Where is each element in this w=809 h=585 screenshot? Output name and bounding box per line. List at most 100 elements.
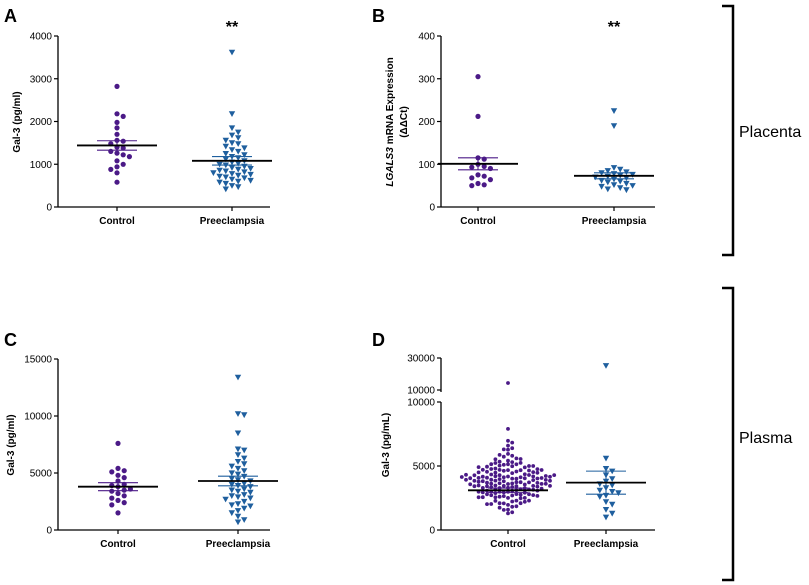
data-point-2-1-1 bbox=[234, 411, 242, 417]
data-point-3-0-24 bbox=[510, 464, 515, 469]
data-point-0-1-9 bbox=[222, 143, 229, 150]
data-point-3-0-130 bbox=[543, 478, 548, 482]
data-point-2-1-40 bbox=[241, 517, 248, 523]
x-tick-label-1-1: Preeclampsia bbox=[582, 216, 647, 227]
data-point-3-0-139 bbox=[531, 474, 536, 479]
data-point-3-0-100 bbox=[535, 476, 540, 481]
data-point-3-0-87 bbox=[497, 453, 502, 457]
data-point-3-0-92 bbox=[531, 464, 536, 468]
y-tick-label-3-up-1: 30000 bbox=[407, 354, 435, 365]
data-point-3-0-78 bbox=[493, 478, 498, 483]
data-point-3-0-70 bbox=[522, 482, 527, 487]
data-point-2-0-2 bbox=[121, 468, 127, 474]
data-point-3-0-15 bbox=[497, 473, 502, 478]
data-point-0-0-17 bbox=[114, 164, 120, 170]
data-point-3-0-76 bbox=[501, 508, 506, 512]
data-point-3-0-27 bbox=[510, 499, 515, 504]
data-point-2-1-16 bbox=[228, 476, 235, 482]
panel-letter-a: A bbox=[4, 6, 17, 26]
data-point-2-1-30 bbox=[247, 495, 254, 502]
data-point-1-0-6 bbox=[469, 164, 475, 170]
data-point-0-0-10 bbox=[120, 145, 126, 151]
y-axis-label-a: Gal-3 (pg/ml) bbox=[12, 91, 23, 152]
data-point-1-1-3 bbox=[617, 166, 624, 173]
data-point-0-0-12 bbox=[114, 150, 120, 156]
data-point-3-0-14 bbox=[493, 483, 498, 488]
data-point-1-0-3 bbox=[481, 156, 487, 162]
data-point-0-1-31 bbox=[228, 171, 236, 177]
data-point-1-0-9 bbox=[481, 173, 487, 179]
data-point-3-1-15 bbox=[602, 499, 610, 505]
data-point-0-0-11 bbox=[108, 148, 114, 154]
data-point-0-1-38 bbox=[247, 177, 254, 184]
data-point-3-0-41 bbox=[510, 493, 515, 498]
data-point-2-1-28 bbox=[228, 493, 235, 499]
data-point-3-0-77 bbox=[527, 468, 531, 473]
data-point-3-0-145 bbox=[543, 474, 548, 478]
data-point-2-1-9 bbox=[241, 461, 248, 468]
data-point-3-0-85 bbox=[514, 456, 519, 461]
data-point-3-0-126 bbox=[476, 465, 481, 469]
y-axis-label-d: Gal-3 (pg/mL) bbox=[381, 413, 392, 477]
data-point-1-1-20 bbox=[598, 183, 605, 190]
data-point-3-0-120 bbox=[518, 496, 523, 501]
data-point-0-1-20 bbox=[235, 160, 242, 167]
data-point-2-0-3 bbox=[109, 469, 115, 475]
data-point-3-0-3 bbox=[510, 476, 515, 481]
data-point-0-1-27 bbox=[216, 167, 223, 174]
data-point-3-0-36 bbox=[518, 468, 523, 473]
data-point-3-0-60 bbox=[522, 476, 527, 481]
data-point-3-0-18 bbox=[506, 503, 510, 507]
data-point-3-1-10 bbox=[596, 487, 603, 494]
data-point-0-0-19 bbox=[114, 170, 120, 176]
data-point-1-1-1 bbox=[610, 123, 618, 129]
data-point-2-1-4 bbox=[234, 446, 242, 453]
data-point-3-1-8 bbox=[609, 482, 616, 489]
data-point-0-1-37 bbox=[228, 176, 236, 183]
significance-a: ** bbox=[226, 19, 239, 36]
significance-b: ** bbox=[608, 19, 621, 36]
data-point-3-0-79 bbox=[497, 501, 502, 506]
data-point-3-0-149 bbox=[464, 477, 468, 482]
data-point-3-0-54 bbox=[493, 470, 498, 475]
data-point-0-0-14 bbox=[126, 154, 132, 160]
data-point-0-1-0 bbox=[228, 49, 236, 56]
y-tick-label-3-up-0: 10000 bbox=[407, 386, 435, 397]
data-point-3-0-108 bbox=[485, 492, 489, 497]
data-point-1-1-4 bbox=[604, 168, 611, 174]
data-point-3-0-33 bbox=[501, 479, 506, 484]
data-point-3-0-65 bbox=[489, 467, 494, 471]
data-point-3-0-8 bbox=[501, 475, 506, 480]
data-point-1-1-23 bbox=[623, 187, 630, 194]
data-point-0-1-2 bbox=[228, 125, 236, 132]
data-point-0-1-29 bbox=[241, 169, 248, 176]
data-point-3-0-51 bbox=[518, 492, 523, 497]
data-point-3-0-134 bbox=[472, 484, 477, 489]
data-point-0-1-42 bbox=[228, 183, 236, 189]
data-point-3-0-57 bbox=[489, 472, 494, 477]
data-point-3-0-137 bbox=[468, 476, 473, 481]
y-axis-label-b-unit: (ΔΔCt) bbox=[399, 106, 410, 138]
data-point-0-0-13 bbox=[120, 152, 126, 158]
data-point-2-1-33 bbox=[234, 501, 242, 507]
data-point-3-0-148 bbox=[464, 472, 468, 477]
y-tick-label-2-0: 0 bbox=[46, 526, 52, 537]
data-point-2-0-5 bbox=[121, 475, 127, 481]
data-point-0-1-44 bbox=[222, 186, 229, 193]
data-point-3-0-147 bbox=[480, 495, 485, 500]
data-point-3-0-143 bbox=[472, 473, 477, 478]
data-point-2-0-11 bbox=[121, 487, 127, 493]
data-point-0-1-41 bbox=[222, 180, 229, 187]
data-point-0-0-0 bbox=[114, 83, 120, 89]
data-point-3-0-95 bbox=[535, 467, 540, 471]
data-point-2-1-8 bbox=[234, 459, 242, 465]
data-point-3-0-6 bbox=[514, 484, 519, 488]
data-point-2-1-12 bbox=[241, 468, 248, 474]
data-point-3-0-2 bbox=[506, 474, 510, 479]
data-point-3-0-142 bbox=[501, 447, 506, 452]
data-point-1-1-13 bbox=[610, 176, 618, 183]
data-point-1-1-16 bbox=[604, 179, 611, 186]
data-point-0-0-16 bbox=[120, 161, 126, 167]
y-tick-label-1-3: 300 bbox=[418, 74, 435, 85]
data-point-3-0-38 bbox=[501, 501, 506, 506]
